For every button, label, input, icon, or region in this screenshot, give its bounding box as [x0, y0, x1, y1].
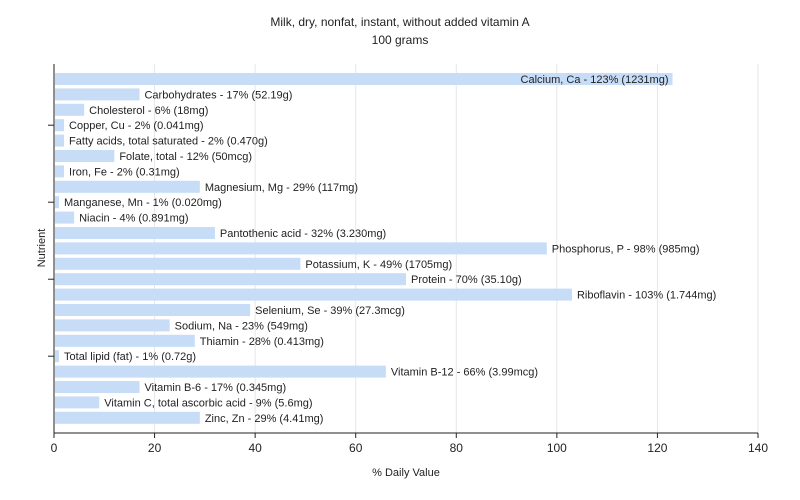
bar-label: Niacin - 4% (0.891mg)	[79, 213, 188, 225]
bar-label: Riboflavin - 103% (1.744mg)	[577, 290, 716, 302]
bar-label: Thiamin - 28% (0.413mg)	[200, 336, 324, 348]
x-tick-label: 80	[450, 441, 464, 455]
bar	[55, 227, 215, 239]
x-tick-label: 120	[647, 441, 667, 455]
bar	[55, 288, 572, 301]
x-tick-label: 40	[248, 441, 262, 455]
bar-label: Potassium, K - 49% (1705mg)	[305, 259, 452, 271]
axes: 0 20 40 60 80 100 120 140	[48, 64, 768, 455]
x-axis-title: % Daily Value	[372, 467, 440, 479]
bar	[55, 411, 200, 424]
bar	[55, 211, 75, 224]
bar	[55, 180, 200, 193]
bar	[55, 350, 60, 363]
bar-label: Fatty acids, total saturated - 2% (0.470…	[69, 136, 268, 148]
chart-title: Milk, dry, nonfat, instant, without adde…	[270, 15, 530, 29]
bar	[55, 88, 140, 101]
bar	[55, 257, 301, 270]
bar-label: Sodium, Na - 23% (549mg)	[175, 320, 308, 332]
x-tick-label: 20	[148, 441, 162, 455]
chart-subtitle: 100 grams	[371, 33, 429, 47]
bar	[55, 396, 100, 409]
x-tick-label: 60	[349, 441, 363, 455]
y-axis-title: Nutrient	[36, 229, 48, 268]
bar-label: Iron, Fe - 2% (0.31mg)	[69, 166, 180, 178]
bar-label: Total lipid (fat) - 1% (0.72g)	[64, 351, 196, 363]
bar-label: Zinc, Zn - 29% (4.41mg)	[205, 413, 324, 425]
bar	[55, 242, 547, 255]
bar	[55, 365, 386, 378]
bar-label: Selenium, Se - 39% (27.3mcg)	[255, 305, 405, 317]
x-tick-label: 100	[547, 441, 567, 455]
bar-label: Carbohydrates - 17% (52.19g)	[144, 89, 292, 101]
bar	[55, 134, 65, 147]
bar-label: Vitamin B-12 - 66% (3.99mcg)	[391, 367, 538, 379]
bar-label: Manganese, Mn - 1% (0.020mg)	[64, 197, 222, 209]
bar-label: Phosphorus, P - 98% (985mg)	[552, 243, 700, 255]
bar	[55, 165, 65, 178]
bar-label: Protein - 70% (35.10g)	[411, 274, 522, 286]
bar	[55, 334, 195, 347]
bar-label: Magnesium, Mg - 29% (117mg)	[205, 182, 358, 194]
bar	[55, 73, 673, 85]
bar-label: Calcium, Ca - 123% (1231mg)	[521, 74, 669, 86]
x-tick-label: 0	[51, 441, 58, 455]
bar-label: Cholesterol - 6% (18mg)	[89, 105, 208, 117]
bar-label: Pantothenic acid - 32% (3.230mg)	[220, 228, 386, 240]
bar	[55, 319, 170, 332]
bar-label: Vitamin B-6 - 17% (0.345mg)	[144, 382, 286, 394]
x-tick-label: 140	[748, 441, 768, 455]
bar	[55, 150, 115, 162]
bar-label: Folate, total - 12% (50mcg)	[119, 151, 252, 163]
bars: Calcium, Ca - 123% (1231mg) Carbohydrates…	[55, 73, 716, 425]
bar	[55, 196, 60, 209]
bar	[55, 103, 85, 116]
bar	[55, 119, 65, 132]
bar-label: Vitamin C, total ascorbic acid - 9% (5.6…	[104, 397, 312, 409]
bar	[55, 381, 140, 393]
bar-label: Copper, Cu - 2% (0.041mg)	[69, 120, 204, 132]
bar	[55, 304, 251, 316]
bar	[55, 273, 406, 286]
